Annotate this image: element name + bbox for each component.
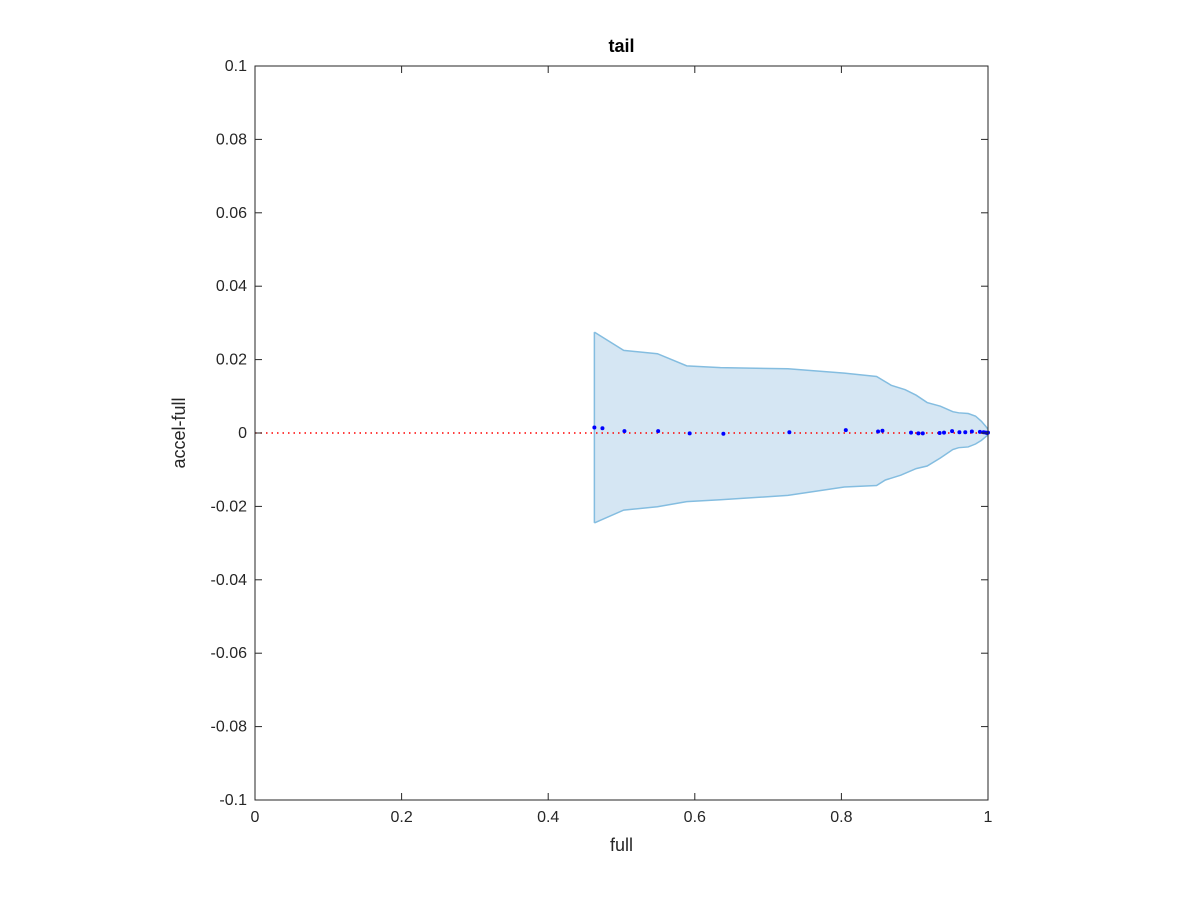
data-point (957, 430, 962, 435)
y-tick-label: -0.08 (211, 719, 248, 736)
y-tick-label: 0.04 (216, 278, 247, 295)
data-point (937, 431, 942, 435)
data-point (592, 425, 597, 430)
y-tick-label: 0.06 (216, 205, 247, 222)
data-point (721, 431, 726, 436)
y-tick-label: 0 (238, 425, 247, 442)
data-point (843, 428, 848, 433)
data-point (880, 428, 885, 433)
band-fill (594, 332, 988, 523)
x-axis-ticks: 0 0.2 0.4 0.6 0.8 1 (251, 66, 993, 826)
y-axis-ticks: 0.1 0.08 0.06 0.04 0.02 0 -0.02 -0.04 -0.06 -0.08… (211, 58, 988, 809)
y-axis-label: accel-full (169, 397, 189, 468)
data-point (656, 429, 661, 434)
x-tick-label: 1 (984, 809, 993, 826)
x-tick-label: 0.8 (830, 809, 852, 826)
data-point (920, 431, 925, 436)
y-tick-label: 0.1 (225, 58, 247, 75)
data-point (963, 430, 968, 435)
y-tick-label: -0.06 (211, 645, 248, 662)
y-tick-label: 0.08 (216, 131, 247, 148)
y-tick-label: -0.1 (219, 792, 247, 809)
x-tick-label: 0 (251, 809, 260, 826)
data-point (969, 429, 974, 434)
data-point (942, 430, 947, 435)
x-tick-label: 0.6 (684, 809, 706, 826)
data-point (977, 429, 982, 434)
data-point (687, 431, 692, 436)
data-point (916, 431, 921, 436)
y-tick-label: -0.04 (211, 572, 248, 589)
data-point (876, 429, 881, 434)
data-points (592, 425, 990, 436)
data-point (787, 430, 792, 435)
y-tick-label: -0.02 (211, 498, 248, 515)
x-tick-label: 0.2 (390, 809, 412, 826)
x-tick-label: 0.4 (537, 809, 559, 826)
data-point (600, 426, 605, 431)
x-axis-label: full (610, 835, 633, 855)
data-point (909, 430, 914, 435)
data-point (622, 429, 627, 434)
data-point (950, 429, 955, 434)
y-tick-label: 0.02 (216, 352, 247, 369)
chart-title: tail (608, 36, 634, 56)
